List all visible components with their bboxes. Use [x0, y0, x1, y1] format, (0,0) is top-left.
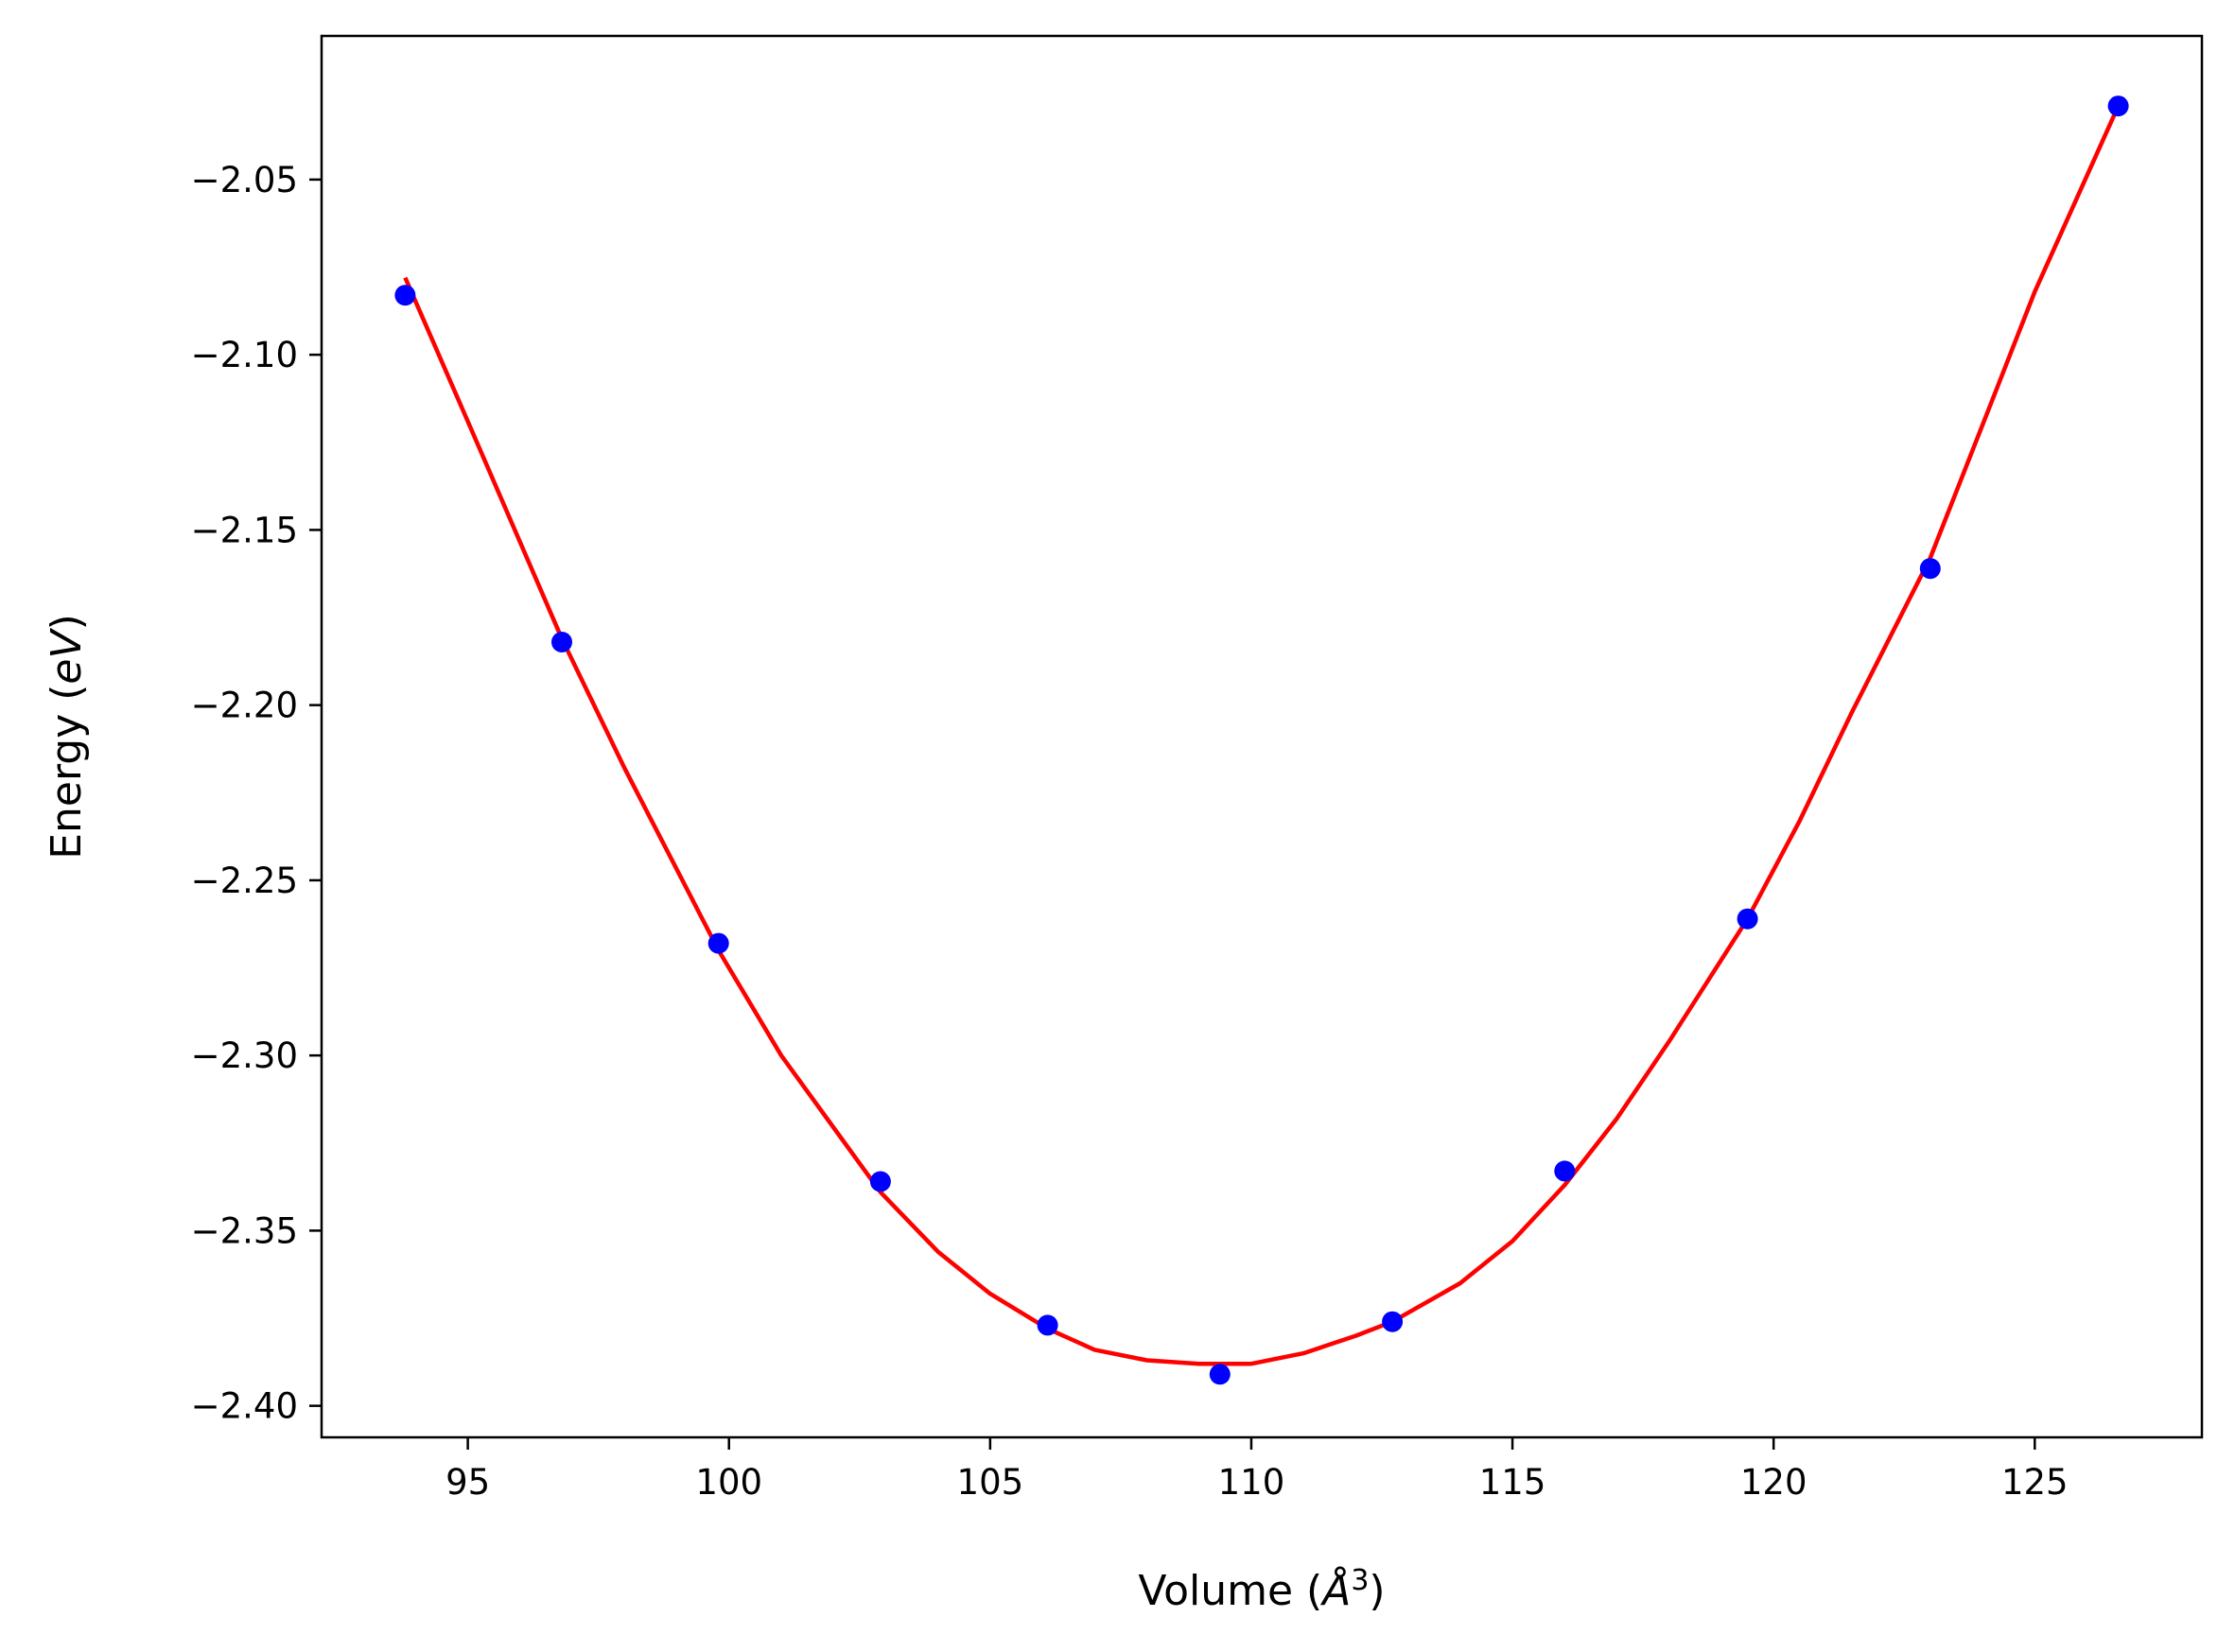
y-tick-label: −2.40 [191, 1386, 298, 1427]
plot-layer [394, 96, 2129, 1385]
x-axis-label-exponent: 3 [1351, 1564, 1369, 1597]
y-axis-label-prefix: Energy ( [43, 685, 91, 860]
y-axis-label: Energy (eV) [43, 614, 91, 860]
x-tick-label: 115 [1479, 1462, 1546, 1503]
x-tick-label: 95 [445, 1462, 490, 1503]
x-axis-label-prefix: Volume ( [1138, 1567, 1322, 1615]
x-tick-label: 110 [1218, 1462, 1285, 1503]
data-point [1554, 1160, 1576, 1182]
plot-frame [320, 34, 2204, 1439]
y-tick-label: −2.15 [191, 510, 298, 550]
x-axis-ticks: 95 100 105 110 115 120 125 [445, 1437, 2069, 1503]
x-axis-label-unit: Å [1319, 1565, 1351, 1615]
data-point [394, 285, 416, 306]
data-point [1209, 1364, 1231, 1385]
y-tick-label: −2.35 [191, 1210, 298, 1251]
y-tick-label: −2.25 [191, 861, 298, 901]
data-point [707, 932, 729, 954]
data-point [1037, 1314, 1058, 1336]
y-axis-label-suffix: ) [43, 614, 91, 630]
x-tick-label: 105 [957, 1462, 1024, 1503]
x-axis-label: Volume (Å3) [1138, 1564, 1385, 1615]
data-point [1737, 908, 1758, 930]
x-tick-label: 125 [2001, 1462, 2069, 1503]
data-point [1919, 558, 1941, 580]
x-tick-label: 100 [695, 1462, 762, 1503]
y-axis-ticks: −2.05 −2.10 −2.15 −2.20 −2.25 −2.30 −2.35 −2.40 [191, 160, 322, 1427]
x-axis-label-suffix: ) [1369, 1567, 1385, 1615]
fit-curve [403, 105, 2121, 1366]
data-point [1382, 1311, 1404, 1332]
data-point [551, 632, 572, 652]
y-tick-label: −2.10 [191, 335, 298, 375]
x-tick-label: 120 [1740, 1462, 1807, 1503]
data-point [2107, 96, 2129, 117]
y-tick-label: −2.05 [191, 160, 298, 200]
data-point [869, 1171, 891, 1192]
y-axis-label-unit: eV [43, 628, 91, 685]
y-tick-label: −2.20 [191, 686, 298, 726]
y-tick-label: −2.30 [191, 1035, 298, 1076]
